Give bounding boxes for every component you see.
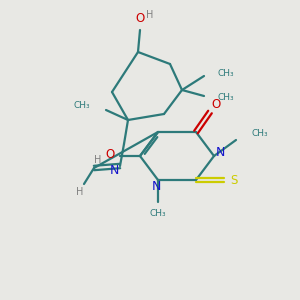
Text: CH₃: CH₃: [150, 209, 166, 218]
Text: O: O: [105, 148, 115, 160]
Text: N: N: [215, 146, 225, 158]
Text: H: H: [146, 10, 154, 20]
Text: CH₃: CH₃: [252, 130, 268, 139]
Text: H: H: [76, 187, 84, 197]
Text: CH₃: CH₃: [218, 94, 235, 103]
Text: CH₃: CH₃: [218, 70, 235, 79]
Text: N: N: [151, 179, 161, 193]
Text: O: O: [212, 98, 220, 110]
Text: H: H: [94, 155, 102, 165]
Text: S: S: [230, 173, 238, 187]
Text: O: O: [135, 13, 145, 26]
Text: N: N: [109, 164, 119, 176]
Text: CH₃: CH₃: [74, 101, 90, 110]
